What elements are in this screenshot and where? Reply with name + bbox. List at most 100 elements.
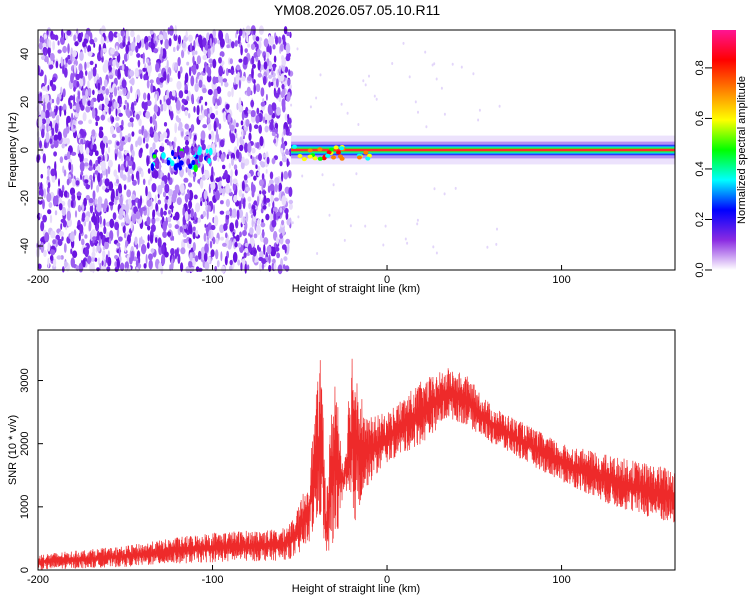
spectrogram-noise-cell: [44, 74, 47, 86]
spectrogram-sparse-cell: [315, 96, 318, 100]
spectrogram-noise-cell: [50, 53, 53, 61]
spectrogram-noise-cell: [257, 59, 261, 71]
spectrogram-noise-cell: [81, 238, 85, 246]
spectrogram-noise-cell: [269, 121, 274, 131]
spectrogram-noise-cell: [176, 117, 181, 123]
spectrogram-noise-cell: [203, 67, 206, 74]
spectrogram-noise-cell: [129, 79, 134, 84]
spectrogram-noise-cell: [160, 170, 163, 178]
spectrogram-noise-cell: [127, 52, 129, 61]
spectrogram-noise-cell: [281, 137, 284, 144]
spectrogram-noise-cell: [257, 165, 261, 172]
spectrogram-noise-cell: [154, 120, 158, 132]
spectrogram-noise-cell: [208, 133, 212, 140]
spectrogram-x-ticks: -200 -100 0 100: [27, 265, 571, 286]
spectrogram-noise-cell: [62, 128, 68, 139]
spectrogram-noise-cell: [184, 145, 190, 154]
spectrogram-noise-cell: [247, 43, 251, 48]
spectrogram-noise-cell: [41, 86, 47, 91]
spectrogram-noise-cell: [108, 237, 112, 245]
spectrogram-noise-cell: [283, 256, 288, 262]
spectrogram-noise-cell: [123, 104, 126, 110]
spectrogram-sparse-cell: [425, 125, 428, 129]
spectrogram-noise-cell: [164, 251, 169, 258]
spectrogram-noise-cell: [79, 70, 84, 79]
spectrogram-signal-cell: [326, 150, 332, 155]
spectrogram-sparse-cell: [309, 105, 312, 109]
spectrogram-noise-cell: [80, 171, 84, 176]
spectrogram-noise-cell: [202, 37, 207, 48]
spectrogram-noise-cell: [278, 182, 283, 192]
spectrogram-noise-cell: [76, 80, 80, 88]
spectrogram-noise-cell: [123, 184, 127, 191]
spectrogram-noise-cell: [53, 258, 57, 268]
spectrogram-noise-cell: [123, 211, 126, 218]
spectrogram-noise-cell: [209, 106, 213, 115]
spectrogram-noise-cell: [88, 119, 92, 124]
spectrogram-noise-cell: [59, 105, 62, 117]
spectrogram-noise-cell: [159, 76, 164, 83]
spectrogram-noise-cell: [170, 258, 174, 270]
spectrogram-noise-cell: [117, 103, 120, 108]
spectrogram-noise-cell: [234, 241, 238, 248]
spectrogram-noise-cell: [168, 77, 173, 82]
spectrogram-noise-cell: [225, 183, 231, 195]
spectrogram-noise-cell: [285, 212, 289, 220]
spectrogram-noise-cell: [284, 150, 290, 156]
spectrogram-noise-cell: [281, 98, 286, 109]
spectrogram-noise-cell: [255, 164, 258, 169]
spectrogram-noise-cell: [285, 55, 291, 62]
spectrogram-noise-cell: [99, 173, 103, 179]
spectrogram-noise-cell: [139, 239, 145, 245]
spectrogram-noise-cell: [108, 201, 114, 206]
spectrogram-noise-cell: [114, 266, 119, 273]
spectrogram-noise-cell: [258, 124, 263, 134]
spectrogram-noise-cell: [72, 119, 76, 125]
spectrogram-noise-cell: [101, 86, 106, 91]
spectrogram-noise-cell: [155, 202, 159, 212]
spectrogram-noise-cell: [266, 51, 270, 59]
spectrogram-noise-cell: [106, 35, 110, 44]
spectrogram-noise-cell: [247, 142, 252, 154]
spectrogram-noise-cell: [92, 89, 95, 96]
spectrogram-noise-cell: [148, 253, 153, 261]
snr-x-ticks: -200 -100 0 100: [27, 565, 571, 586]
spectrogram-noise-cell: [92, 143, 97, 153]
spectrogram-noise-cell: [127, 122, 132, 128]
spectrogram-noise-cell: [115, 107, 118, 117]
spectrogram-noise-cell: [44, 109, 50, 119]
spectrogram-noise-cell: [148, 70, 151, 78]
spectrogram-noise-cell: [288, 199, 294, 205]
spectrogram-noise-cell: [66, 30, 72, 36]
y-tick-label: 3000: [19, 368, 31, 392]
spectrogram-sparse-cell: [495, 242, 498, 246]
spectrogram-noise-cell: [188, 200, 193, 210]
spectrogram-noise-cell: [242, 198, 246, 210]
spectrogram-noise-cell: [246, 36, 249, 43]
spectrogram-noise-cell: [43, 55, 49, 63]
spectrogram-noise-cell: [143, 263, 147, 269]
spectrogram-noise-cell: [63, 261, 68, 268]
spectrogram-noise-cell: [195, 63, 199, 70]
spectrogram-noise-cell: [181, 131, 184, 137]
spectrogram-noise-cell: [287, 113, 290, 120]
spectrogram-noise-cell: [146, 155, 150, 167]
spectrogram-sparse-cell: [486, 245, 489, 249]
spectrogram-noise-cell: [116, 178, 120, 184]
spectrogram-sparse-cell: [384, 224, 387, 228]
spectrogram-noise-cell: [202, 54, 208, 61]
spectrogram-noise-cell: [205, 226, 210, 232]
spectrogram-noise-cell: [184, 193, 189, 203]
spectrogram-weak-cell: [156, 151, 161, 159]
spectrogram-sparse-cell: [382, 243, 385, 247]
spectrogram-noise-cell: [173, 140, 176, 149]
spectrogram-signal-cell: [336, 150, 341, 155]
spectrogram-noise-cell: [250, 155, 253, 159]
spectrogram-noise-cell: [181, 49, 185, 59]
spectrogram-weak-cell: [197, 150, 202, 156]
spectrogram-noise-cell: [245, 186, 251, 192]
spectrogram-noise-cell: [222, 111, 227, 123]
spectrogram-noise-cell: [207, 117, 211, 124]
spectrogram-noise-cell: [184, 89, 189, 94]
spectrogram-noise-cell: [70, 199, 74, 208]
